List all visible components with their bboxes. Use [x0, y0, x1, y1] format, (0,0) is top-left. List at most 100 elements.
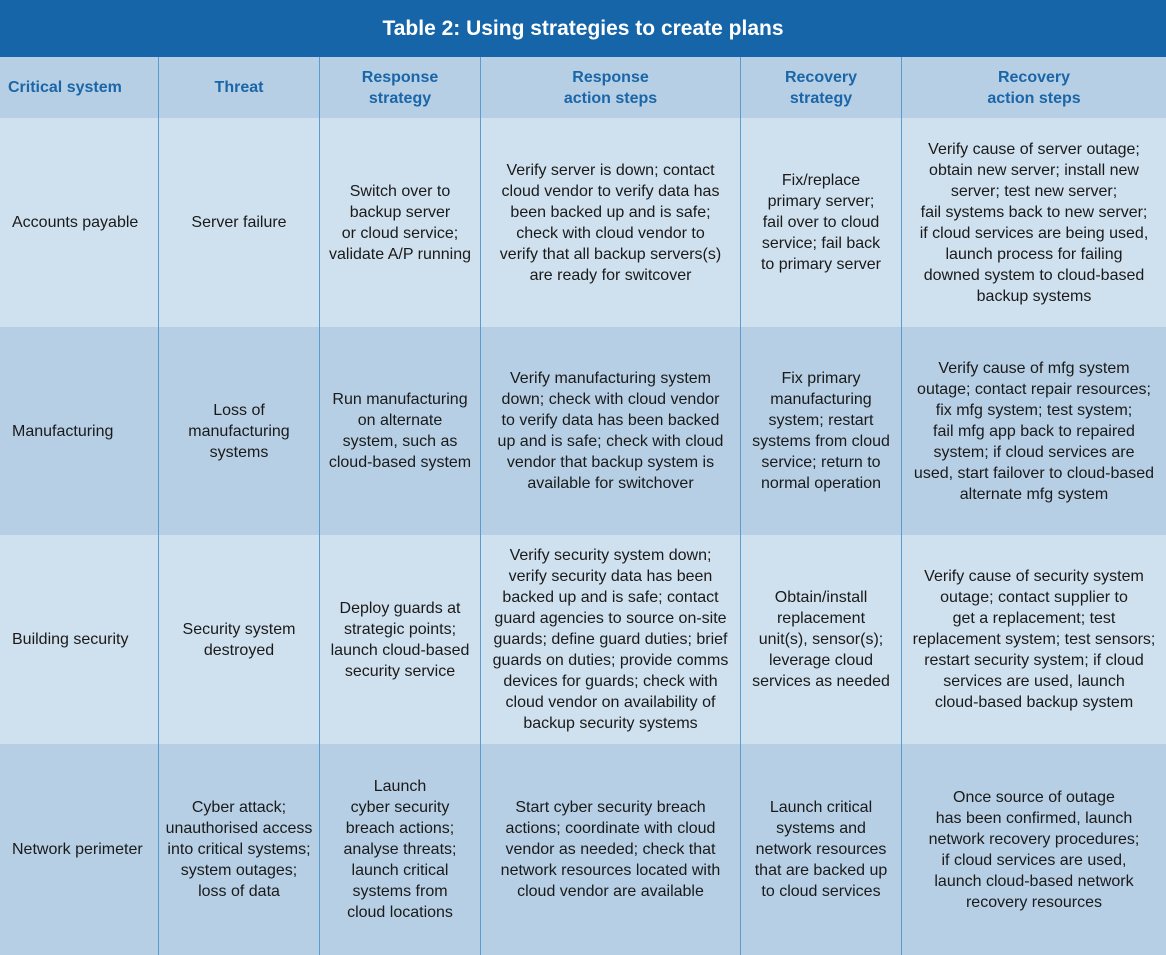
- cell-line: vendor that backup system is: [506, 454, 715, 471]
- cell-line: fail systems back to new server;: [920, 203, 1148, 221]
- cell-line: Fix primary: [781, 370, 861, 387]
- cell-line: or cloud service;: [341, 224, 459, 242]
- cell-line: outage; contact repair resources;: [917, 380, 1151, 398]
- table-cell: Verify manufacturing system down; check w…: [481, 327, 741, 535]
- cell-line: vendor as needed; check that: [505, 841, 716, 858]
- cell-line: Verify cause of security system: [924, 568, 1144, 585]
- cell-line: get a replacement; test: [952, 610, 1116, 627]
- table-cell: Cyber attack; unauthorised access into cri…: [159, 744, 320, 955]
- table-cell: Network perimeter: [0, 744, 159, 955]
- cell-line: backup security systems: [523, 715, 698, 732]
- cell-line: Cyber attack;: [191, 799, 287, 816]
- table-cell: Accounts payable: [0, 118, 159, 327]
- cell-line: network recovery procedures;: [928, 830, 1140, 848]
- column-header: Threat: [159, 57, 320, 118]
- cell-line: manufacturing: [770, 391, 872, 408]
- table-cell: Manufacturing: [0, 327, 159, 535]
- cell-line: downed system to cloud-based: [923, 266, 1145, 284]
- cell-line: fail mfg app back to repaired: [933, 422, 1135, 440]
- cell-line: guard agencies to source on-site: [494, 610, 727, 627]
- column-header: Recovery strategy: [741, 57, 902, 118]
- cell-line: primary server;: [767, 193, 875, 210]
- cell-line: verify that all backup servers(s): [499, 245, 722, 263]
- cell-line: Once source of outage: [953, 788, 1115, 806]
- column-header: Critical system: [0, 57, 159, 118]
- cell-line: Network perimeter: [12, 841, 143, 858]
- cell-line: backup systems: [976, 287, 1092, 305]
- cell-line: Security system: [182, 620, 296, 638]
- table-cell: Verify cause of mfg system outage; contac…: [902, 327, 1166, 535]
- table-cell: Verify server is down; contact cloud vend…: [481, 118, 741, 327]
- cell-line: services are used, launch: [943, 673, 1125, 690]
- cell-line: systems from: [352, 883, 448, 900]
- cell-line: loss of data: [198, 883, 280, 900]
- cell-line: verify security data has been: [508, 568, 713, 585]
- cell-line: Run manufacturing: [332, 391, 468, 408]
- cell-line: Recovery: [997, 68, 1071, 86]
- table-cell: Launch critical systems and network resour…: [741, 744, 902, 955]
- cell-line: Fix/replace: [781, 172, 861, 189]
- cell-line: if cloud services are used,: [941, 851, 1127, 869]
- table-cell: Verify security system down; verify secur…: [481, 535, 741, 744]
- table-cell: Fix/replace primary server; fail over to c…: [741, 118, 902, 327]
- cell-line: check with cloud vendor to: [516, 224, 705, 242]
- cell-line: network resources: [755, 841, 887, 858]
- cell-line: security service: [344, 662, 456, 680]
- cell-line: cloud-based system: [328, 454, 472, 471]
- cell-line: analyse threats;: [343, 841, 457, 858]
- cell-line: Manufacturing: [12, 422, 114, 440]
- cell-line: outage; contact supplier to: [940, 589, 1128, 606]
- cell-line: strategy: [368, 89, 432, 107]
- table-cell: Obtain/install replacement unit(s), sensor…: [741, 535, 902, 744]
- cell-line: Verify cause of server outage;: [928, 140, 1140, 158]
- cell-line: Critical system: [8, 79, 122, 96]
- cell-line: breach actions;: [345, 820, 455, 837]
- cell-line: Obtain/install: [774, 589, 868, 606]
- table-cell: Verify cause of security system outage; c…: [902, 535, 1166, 744]
- cell-line: Launch critical: [769, 799, 873, 816]
- cell-line: strategic points;: [343, 620, 457, 638]
- cell-line: unauthorised access: [165, 820, 313, 837]
- cell-line: that are backed up: [754, 862, 888, 879]
- cell-line: down; check with cloud vendor: [501, 391, 720, 408]
- table-cell: Fix primary manufacturing system; restart s…: [741, 327, 902, 535]
- cell-line: cloud-based backup system: [934, 694, 1134, 711]
- cell-line: obtain new server; install new: [929, 161, 1139, 179]
- cell-line: been backed up and is safe;: [510, 203, 711, 221]
- cell-line: on alternate: [357, 412, 443, 429]
- cell-line: Launch: [373, 778, 427, 795]
- cell-line: guards; define guard duties; brief: [493, 631, 728, 648]
- cell-line: launch process for failing: [945, 245, 1123, 263]
- cell-line: replacement system; test sensors;: [912, 631, 1156, 648]
- cell-line: to primary server: [760, 256, 882, 273]
- cell-line: Loss of: [213, 401, 265, 419]
- cell-line: service; fail back: [761, 235, 881, 252]
- column-header: Recovery action steps: [902, 57, 1166, 118]
- cell-line: launch critical: [351, 862, 449, 879]
- cell-line: cloud vendor on availability of: [505, 694, 716, 711]
- cell-line: into critical systems;: [167, 841, 311, 858]
- table-cell: Start cyber security breach actions; coor…: [481, 744, 741, 955]
- table-cell: Deploy guards at strategic points; launch …: [320, 535, 481, 744]
- cell-line: Switch over to: [349, 182, 451, 200]
- cell-line: Verify manufacturing system: [510, 370, 711, 387]
- cell-line: validate A/P running: [328, 245, 472, 263]
- cell-line: backup server: [349, 203, 451, 221]
- cell-line: alternate mfg system: [959, 485, 1109, 503]
- cell-line: restart security system; if cloud: [924, 652, 1144, 669]
- cell-line: system; restart: [768, 412, 874, 429]
- cell-line: Recovery: [784, 68, 858, 86]
- cell-line: replacement: [776, 610, 866, 627]
- cell-line: server; test new server;: [950, 182, 1118, 200]
- cell-line: Threat: [214, 79, 264, 96]
- column-header: Response action steps: [481, 57, 741, 118]
- table-cell: Building security: [0, 535, 159, 744]
- cell-line: launch cloud-based network: [934, 872, 1134, 890]
- table-title: Table 2: Using strategies to create plan…: [0, 0, 1166, 57]
- table-cell: Switch over to backup server or cloud serv…: [320, 118, 481, 327]
- cell-line: Response: [361, 68, 439, 86]
- cell-line: Building security: [12, 631, 129, 648]
- cell-line: action steps: [563, 89, 658, 107]
- cell-line: devices for guards; check with: [503, 673, 718, 690]
